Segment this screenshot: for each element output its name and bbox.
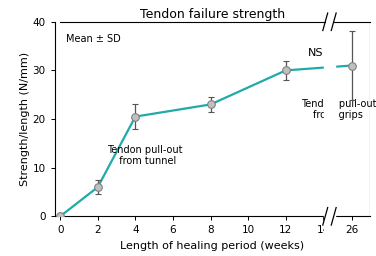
Text: Mean ± SD: Mean ± SD bbox=[66, 34, 121, 44]
X-axis label: Length of healing period (weeks): Length of healing period (weeks) bbox=[120, 241, 305, 251]
Bar bbox=[324, 2, 335, 236]
Text: Tendon pull-out
from grips: Tendon pull-out from grips bbox=[301, 99, 376, 120]
Title: Tendon failure strength: Tendon failure strength bbox=[140, 8, 285, 20]
Y-axis label: Strength/length (N/mm): Strength/length (N/mm) bbox=[20, 52, 30, 186]
Text: NS: NS bbox=[308, 48, 324, 58]
Text: Tendon pull-out
  from tunnel: Tendon pull-out from tunnel bbox=[107, 145, 182, 166]
